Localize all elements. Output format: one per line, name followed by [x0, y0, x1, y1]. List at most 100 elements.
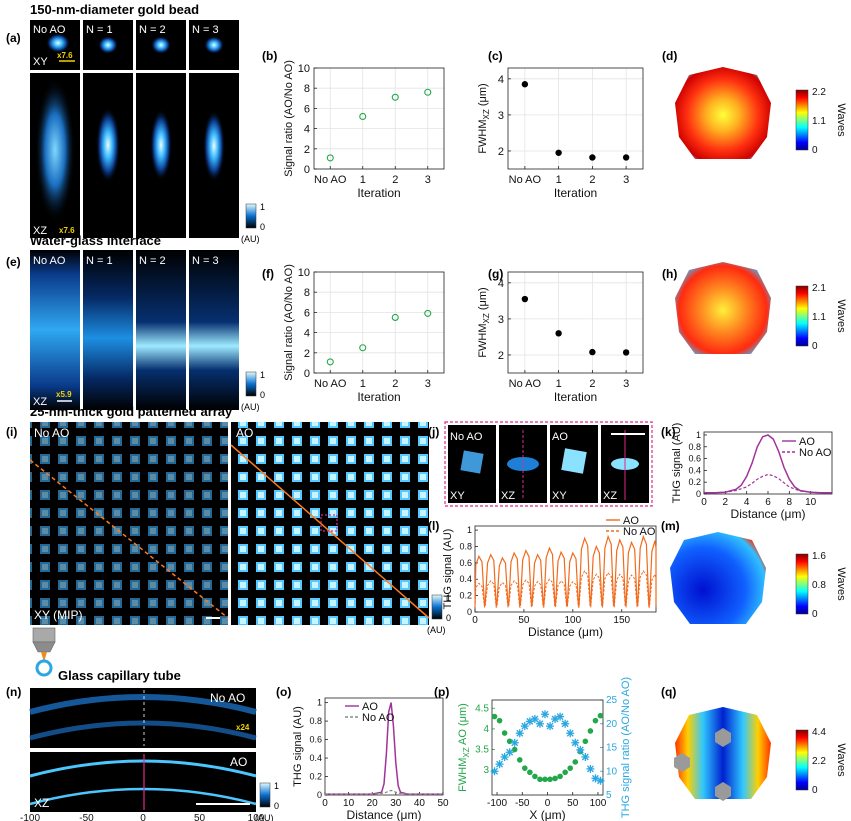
c-ylabel-main: FWHM: [477, 119, 489, 153]
c-point-2: [589, 154, 596, 161]
p-point-fwhm-9: [537, 776, 543, 783]
k-ytick-label-2: 0.4: [688, 465, 701, 475]
g-xtick-label-2: 2: [589, 378, 595, 390]
p-point-ratio-d2-5: [516, 729, 524, 737]
k-legend-label-1: No AO: [799, 447, 832, 459]
panel-letter-b: (b): [262, 49, 277, 63]
chart-g: 2 3 4 No AO 1 2 3 Iteration FWHMXZ (μm): [477, 271, 644, 404]
b-ytick-label-2: 4: [304, 124, 310, 136]
j-label-xz1: XZ: [501, 490, 515, 502]
b-xlabel: Iteration: [357, 186, 400, 200]
n-xtick-label-1: -50: [79, 813, 94, 821]
j-label-xy1: XY: [450, 490, 465, 502]
k-xlabel: Distance (μm): [731, 507, 806, 521]
f-ytick-label-4: 8: [304, 287, 310, 299]
l-xtick-label-1: 50: [518, 615, 530, 626]
o-series-1: [325, 789, 443, 795]
n-noao-arc1: [29, 694, 257, 715]
k-xtick-label-4: 8: [787, 497, 793, 508]
g-ylabel-main: FWHM: [477, 323, 489, 357]
o-axes-box: [324, 697, 444, 796]
b-xtick-label-3: 3: [425, 174, 431, 186]
colorbar-q-min: 0: [812, 785, 818, 796]
b-point-3: [424, 88, 432, 96]
p-point-fwhm-7: [527, 769, 533, 776]
colorbar-d-max: 2.2: [812, 87, 826, 98]
c-ylabel: FWHMXZ (μm): [477, 83, 491, 153]
q-masked-segment-2: [674, 753, 690, 772]
g-point-3: [622, 349, 630, 356]
p-ytick-right-label-1: 10: [606, 766, 618, 777]
p-point-ratio-d2-20: [591, 774, 599, 782]
e-colorbar: [245, 371, 257, 397]
f-xtick-label-2: 2: [392, 378, 398, 390]
o-xtick-label-5: 50: [437, 798, 449, 809]
p-point-ratio-d2-14: [561, 720, 569, 728]
a-label-xz: XZ: [33, 225, 47, 237]
q-masked-segment-1: [715, 728, 731, 747]
f-axes-box: [313, 271, 445, 374]
g-xtick-label-0: No AO: [509, 378, 542, 390]
p-point-fwhm-15: [567, 765, 574, 771]
colorbar-h-min: 0: [812, 341, 818, 352]
a-label-xy: XY: [33, 56, 48, 68]
n-label-xz: XZ: [34, 796, 49, 810]
i-colorbar-max: 1: [446, 593, 451, 603]
p-ytick-left-label-2: 4: [483, 724, 489, 735]
g-point-0: [521, 295, 529, 303]
f-xtick-label-3: 3: [425, 378, 431, 390]
o-xlabel: Distance (μm): [347, 808, 422, 821]
section-title-capillary: Glass capillary tube: [58, 668, 181, 683]
b-xtick-label-0: No AO: [314, 174, 347, 186]
l-series-1: [474, 570, 657, 608]
p-point-fwhm-21: [597, 712, 604, 719]
n-colorbar-max: 1: [274, 781, 279, 791]
p-ytick-right-label-0: 5: [606, 790, 612, 801]
l-ytick-label-2: 0.4: [459, 574, 472, 584]
l-ytick-label-1: 0.2: [459, 591, 472, 601]
p-point-ratio-5: [515, 729, 524, 738]
panel-a-images: No AO N = 1 N = 2 N = 3 XY XZ x7.6 x7.6 …: [30, 20, 265, 244]
e-label-n3: N = 3: [192, 255, 219, 267]
n-colorbar-unit: (AU): [255, 813, 274, 821]
panel-letter-p: (p): [434, 685, 449, 699]
section-title-bead: 150-nm-diameter gold bead: [30, 2, 199, 17]
o-xtick-label-2: 20: [367, 798, 379, 809]
n-x-axis: -100 -50 0 50 100: [20, 813, 265, 821]
a-xz-n1-psf: [96, 107, 120, 183]
panel-n-images: No AO AO XZ x24 1 0 (AU) -100 -50 0 50 100: [20, 688, 279, 821]
p-point-ratio-d2-19: [586, 765, 594, 773]
k-series-1: [704, 473, 832, 494]
o-ylabel: THG signal (AU): [292, 706, 304, 787]
panel-letter-j: (j): [428, 425, 439, 439]
panel-letter-k: (k): [661, 425, 676, 439]
k-ytick-label-0: 0: [696, 489, 701, 499]
e-colorbar-min: 0: [260, 390, 265, 400]
o-ytick-label-1: 0.2: [309, 772, 322, 782]
c-ytick-label-0: 2: [498, 146, 504, 158]
panel-letter-f: (f): [262, 267, 274, 281]
c-point-1: [555, 149, 562, 156]
g-point-2: [589, 348, 596, 356]
panel-letters: (a) (b) (c) (d) (e) (f) (g) (h) (i) (j) …: [6, 31, 680, 699]
colorbar-h-max: 2.1: [812, 283, 826, 294]
k-series-0: [704, 434, 832, 494]
p-point-ratio-14: [561, 719, 570, 728]
c-point-0: [521, 81, 529, 88]
p-point-ratio-2: [500, 753, 509, 761]
n-ao-arc2: [29, 787, 257, 806]
l-xtick-label-2: 100: [564, 615, 581, 626]
a-zoom-xy: x7.6: [57, 51, 73, 60]
l-ytick-label-5: 1: [467, 525, 472, 535]
k-axes-box: [703, 431, 833, 495]
o-legend-label-0: AO: [362, 701, 378, 713]
k-legend-label-0: AO: [799, 436, 815, 448]
p-point-ratio-17: [576, 745, 585, 754]
p-point-ratio-4: [510, 738, 519, 747]
n-noao-arc2: [29, 720, 257, 741]
p-point-ratio-3: [505, 748, 514, 757]
p-ytick-left-label-3: 4.5: [475, 703, 489, 714]
p-ytick-left-label-0: 3: [483, 765, 489, 776]
colorbar-d-unit: Waves: [835, 103, 847, 137]
